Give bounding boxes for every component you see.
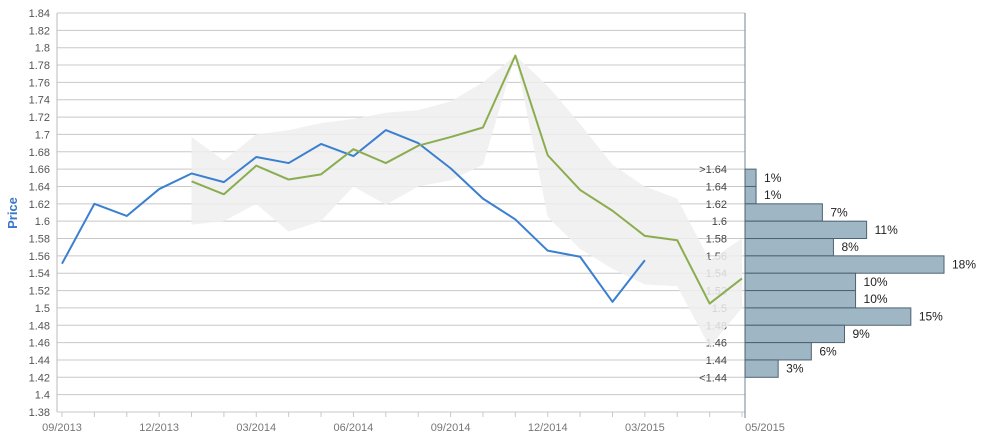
y-tick-label: 1.8 [35,43,50,55]
x-tick-label: 05/2015 [745,422,785,434]
y-tick-label: 1.6 [35,216,50,228]
y-tick-label: 1.7 [35,129,50,141]
x-tick-label: 12/2013 [139,422,179,434]
histogram-bar [744,342,812,361]
histogram-bar [744,290,857,309]
histogram-bar [744,238,834,257]
histogram-pct-label: 7% [830,206,848,220]
histogram-bin-label: 1.64 [706,181,727,193]
histogram-pct-label: 3% [786,362,804,376]
x-tick-label: 03/2014 [236,422,276,434]
y-tick-label: 1.78 [29,60,50,72]
y-tick-label: 1.38 [29,407,50,419]
histogram-bin-label: 1.44 [706,355,727,367]
x-tick-label: 03/2015 [625,422,665,434]
histogram-bin-label: 1.6 [712,216,727,228]
histogram-pct-label: 15% [919,310,943,324]
y-tick-label: 1.42 [29,372,50,384]
histogram-pct-label: 1% [764,188,782,202]
y-tick-label: 1.58 [29,234,50,246]
histogram-pct-label: 9% [853,327,871,341]
histogram-pct-label: 11% [875,223,898,237]
x-tick-label: 09/2013 [42,422,82,434]
histogram-pct-label: 8% [841,240,859,254]
histogram: 1%>1.641%1.647%1.6211%1.68%1.5818%1.5610… [699,164,976,384]
y-tick-label: 1.4 [35,390,50,402]
histogram-bar [744,255,945,274]
histogram-pct-label: 18% [952,258,976,272]
y-tick-label: 1.54 [29,268,50,280]
histogram-bar [744,203,823,222]
histogram-pct-label: 10% [864,292,888,306]
y-tick-label: 1.64 [29,181,50,193]
histogram-bin-label: >1.64 [699,164,727,176]
y-tick-label: 1.68 [29,147,50,159]
histogram-bar [744,220,868,240]
y-tick-label: 1.5 [35,303,50,315]
histogram-pct-label: 6% [819,344,837,358]
y-tick-labels: 1.38 1.4 1.42 1.44 1.46 1.48 1.5 1.52 1.54 1.56 1.… [29,8,50,419]
histogram-pct-label: 10% [864,275,888,289]
series-line-blue [61,129,646,303]
y-tick-label: 1.84 [29,8,50,20]
histogram-pct-label: 1% [764,171,782,185]
y-tick-label: 1.52 [29,286,50,298]
y-tick-label: 1.46 [29,338,50,350]
confidence-band [191,55,742,347]
histogram-bar [744,324,845,344]
y-tick-label: 1.72 [29,112,50,124]
histogram-bar [744,168,757,187]
y-tick-label: 1.56 [29,251,50,263]
histogram-bar [744,307,912,326]
histogram-bar [744,185,757,205]
y-tick-label: 1.74 [29,95,50,107]
y-tick-label: 1.76 [29,77,50,89]
y-tick-label: 1.62 [29,199,50,211]
histogram-bin-label: <1.44 [699,372,727,384]
histogram-bin-label: 1.62 [706,199,727,211]
y-tick-label: 1.48 [29,320,50,332]
x-tick-label: 12/2014 [528,422,568,434]
y-tick-label: 1.44 [29,355,50,367]
x-ticks [61,412,743,417]
series-line-green [191,54,743,305]
y-tick-label: 1.82 [29,25,50,37]
histogram-bar [744,359,779,378]
x-tick-labels: 09/2013 12/2013 03/2014 06/2014 09/2014 12/20… [42,422,785,434]
x-tick-label: 06/2014 [334,422,374,434]
y-tick-label: 1.66 [29,164,50,176]
x-tick-label: 09/2014 [431,422,471,434]
histogram-bar [744,272,857,292]
y-axis-label: Price [5,197,20,229]
histogram-bin-label: 1.58 [706,234,727,246]
